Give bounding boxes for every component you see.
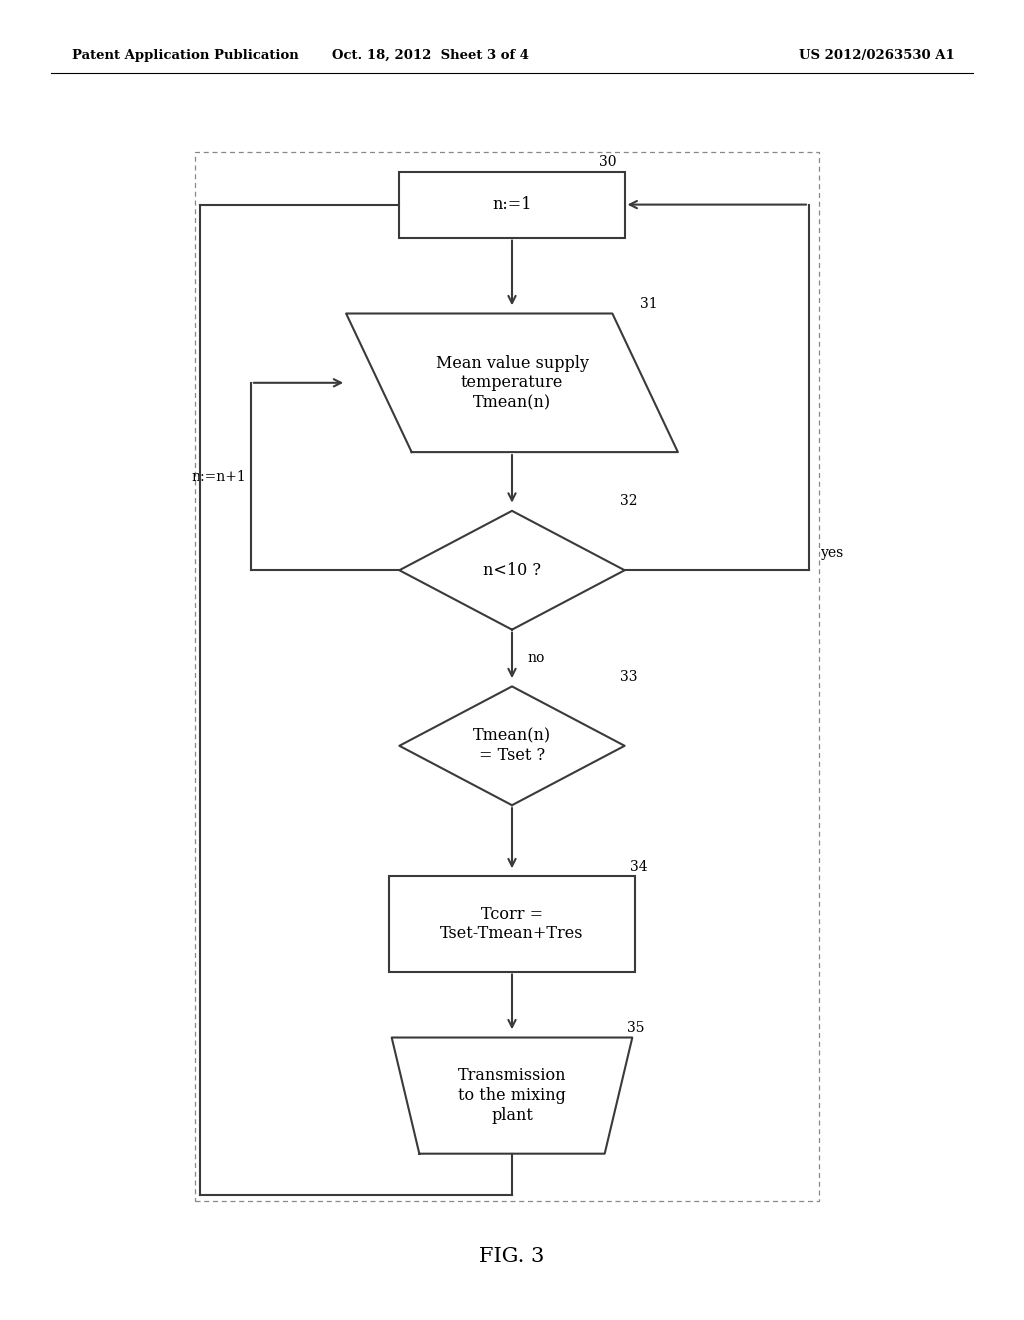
Text: no: no xyxy=(527,651,545,665)
Text: 30: 30 xyxy=(599,154,616,169)
Text: n<10 ?: n<10 ? xyxy=(483,562,541,578)
FancyBboxPatch shape xyxy=(399,172,625,238)
Text: 33: 33 xyxy=(620,669,637,684)
Polygon shape xyxy=(399,511,625,630)
Text: 32: 32 xyxy=(620,494,637,508)
Text: 35: 35 xyxy=(627,1020,645,1035)
Text: US 2012/0263530 A1: US 2012/0263530 A1 xyxy=(799,49,954,62)
Text: Tcorr =
Tset-Tmean+Tres: Tcorr = Tset-Tmean+Tres xyxy=(440,906,584,942)
Polygon shape xyxy=(391,1038,632,1154)
Text: FIG. 3: FIG. 3 xyxy=(479,1247,545,1266)
Text: Mean value supply
temperature
Tmean(n): Mean value supply temperature Tmean(n) xyxy=(435,355,589,411)
Text: Tmean(n)
= Tset ?: Tmean(n) = Tset ? xyxy=(473,727,551,764)
Text: Oct. 18, 2012  Sheet 3 of 4: Oct. 18, 2012 Sheet 3 of 4 xyxy=(332,49,528,62)
Polygon shape xyxy=(346,314,678,451)
FancyBboxPatch shape xyxy=(389,876,635,972)
Text: 34: 34 xyxy=(630,859,647,874)
Text: Transmission
to the mixing
plant: Transmission to the mixing plant xyxy=(458,1068,566,1123)
Text: 31: 31 xyxy=(640,297,657,312)
Text: Patent Application Publication: Patent Application Publication xyxy=(72,49,298,62)
Text: yes: yes xyxy=(821,545,845,560)
Text: n:=1: n:=1 xyxy=(493,197,531,213)
Text: n:=n+1: n:=n+1 xyxy=(191,470,246,483)
Polygon shape xyxy=(399,686,625,805)
